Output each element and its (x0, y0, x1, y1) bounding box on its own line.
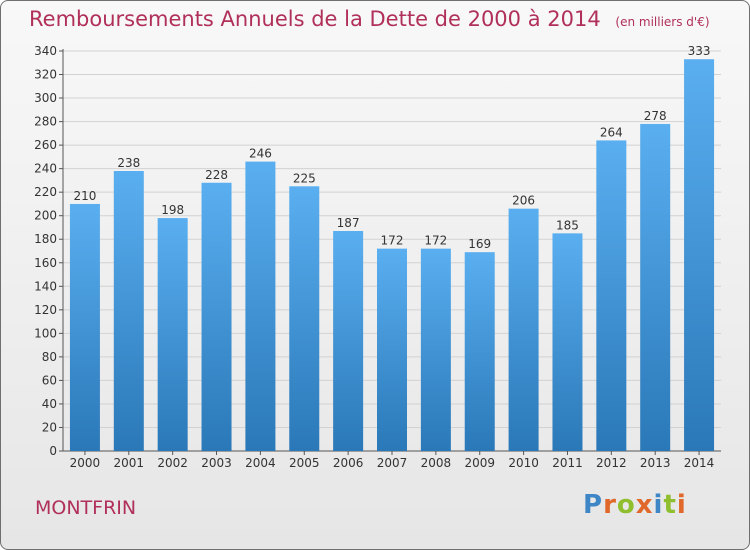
bar (333, 231, 364, 451)
value-label: 264 (600, 125, 623, 139)
x-tick-label: 2012 (596, 456, 627, 470)
x-tick-label: 2009 (464, 456, 495, 470)
x-tick-label: 2014 (684, 456, 715, 470)
value-label: 185 (556, 218, 579, 232)
bars (69, 59, 715, 452)
bar (420, 248, 451, 451)
value-label: 246 (249, 147, 272, 161)
x-tick-label: 2013 (640, 456, 671, 470)
bar (113, 171, 144, 451)
y-tick-label: 180 (34, 232, 57, 246)
y-tick-label: 80 (42, 350, 57, 364)
value-label: 238 (117, 156, 140, 170)
bar (201, 182, 232, 451)
logo-letter: P (583, 490, 604, 520)
y-tick-label: 220 (34, 185, 57, 199)
value-label: 278 (644, 109, 667, 123)
logo-letter: i (676, 490, 687, 520)
logo-letter: i (653, 490, 664, 520)
bar (289, 186, 320, 451)
bar (377, 248, 407, 451)
chart-unit: (en milliers d'€) (615, 15, 710, 29)
value-label: 225 (293, 171, 316, 185)
y-tick-label: 300 (34, 91, 57, 105)
x-tick-label: 2003 (201, 456, 232, 470)
value-label: 172 (381, 234, 404, 248)
logo-letter: r (603, 490, 617, 520)
bar (245, 161, 276, 451)
bar (684, 59, 715, 452)
chart-title-text: Remboursements Annuels de la Dette de 20… (29, 7, 601, 31)
x-tick-label: 2000 (70, 456, 101, 470)
y-tick-label: 160 (34, 256, 57, 270)
y-tick-label: 140 (34, 279, 57, 293)
y-tick-label: 60 (42, 373, 57, 387)
value-label: 333 (688, 44, 711, 58)
bar (69, 203, 100, 451)
y-tick-label: 100 (34, 326, 57, 340)
bar (640, 123, 671, 452)
value-label: 169 (468, 237, 491, 251)
y-tick-label: 200 (34, 209, 57, 223)
bar (596, 140, 627, 452)
value-label: 198 (161, 203, 184, 217)
x-tick-label: 2001 (114, 456, 145, 470)
commune-name: MONTFRIN (35, 497, 137, 519)
bar (508, 208, 539, 451)
x-tick-label: 2010 (508, 456, 539, 470)
logo-letter: t (663, 490, 677, 520)
y-tick-label: 280 (34, 115, 57, 129)
x-tick-label: 2002 (157, 456, 188, 470)
value-label: 206 (512, 194, 535, 208)
y-tick-label: 40 (42, 397, 57, 411)
y-tick-label: 320 (34, 68, 57, 82)
logo-letter: o (616, 490, 636, 520)
bar (464, 252, 495, 451)
logo-letter: x (635, 490, 654, 520)
x-tick-label: 2007 (377, 456, 408, 470)
proxiti-logo: Proxiti (583, 490, 687, 520)
y-tick-label: 340 (34, 44, 57, 58)
y-tick-label: 120 (34, 303, 57, 317)
y-tick-label: 240 (34, 162, 57, 176)
y-tick-label: 20 (42, 420, 57, 434)
y-tick-label: 260 (34, 138, 57, 152)
bar (157, 218, 188, 451)
x-tick-label: 2008 (421, 456, 452, 470)
x-tick-label: 2004 (245, 456, 276, 470)
x-tick-label: 2006 (333, 456, 364, 470)
value-label: 228 (205, 168, 228, 182)
value-label: 172 (424, 234, 447, 248)
x-tick-label: 2005 (289, 456, 320, 470)
x-tick-label: 2011 (552, 456, 583, 470)
value-label: 187 (337, 216, 360, 230)
y-tick-label: 0 (49, 444, 57, 458)
bar (552, 233, 583, 451)
value-label: 210 (73, 189, 96, 203)
chart-title: Remboursements Annuels de la Dette de 20… (29, 7, 710, 31)
labels: 0 20 40 60 80 100 120 140 160 180 200 220 240 260 280 3… (34, 44, 714, 470)
